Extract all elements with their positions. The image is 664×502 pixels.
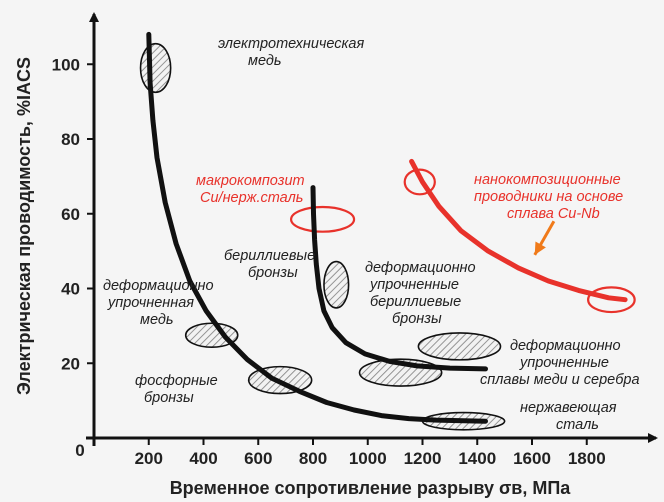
x-tick-label-0: 200 — [135, 449, 163, 468]
annotation-nanocomposite: нанокомпозиционные проводники на основе … — [474, 172, 627, 222]
region-ellipse-8 — [403, 168, 436, 196]
series-layer — [146, 31, 628, 424]
y-axis-title: Электрическая проводимость, %IACS — [14, 57, 34, 395]
origin-label: 0 — [75, 441, 84, 460]
y-tick-label-0: 20 — [61, 354, 80, 373]
region-ellipse-1 — [184, 322, 239, 348]
region-ellipse-7 — [289, 205, 356, 233]
x-tick-label-1: 400 — [189, 449, 217, 468]
arrow-head — [534, 241, 546, 255]
y-tick-label-1: 40 — [61, 280, 80, 299]
region-ellipse-3 — [323, 260, 350, 309]
ticks-layer: 200 400 600 800 1000 1200 1400 1600 180020406080… — [52, 55, 606, 468]
annotation-deformed-copper-silver: деформационно упрочненные сплавы меди и … — [480, 338, 640, 388]
annotation-deformed-copper: деформационно упрочненная медь — [103, 278, 218, 328]
annotation-deformed-beryllium-bronzes: деформационно упрочненные бериллиевые бр… — [365, 260, 480, 327]
region-ellipse-0 — [139, 42, 172, 94]
y-tick-label-2: 60 — [61, 205, 80, 224]
x-tick-label-7: 1600 — [513, 449, 551, 468]
series-curve-2 — [409, 158, 628, 303]
region-ellipse-9 — [587, 286, 636, 314]
x-tick-label-6: 1400 — [458, 449, 496, 468]
annotations: электротехническая медь макрокомпозит Cu… — [103, 36, 640, 433]
x-axis-title: Временное сопротивление разрыву σв, МПа — [170, 478, 572, 498]
x-tick-label-2: 600 — [244, 449, 272, 468]
annotation-beryllium-bronzes: бериллиевые бронзы — [224, 248, 319, 281]
region-ellipse-5 — [417, 332, 502, 361]
x-tick-label-4: 1000 — [349, 449, 387, 468]
y-tick-label-4: 100 — [52, 55, 80, 74]
y-tick-label-3: 80 — [61, 130, 80, 149]
x-tick-label-3: 800 — [299, 449, 327, 468]
annotation-electrotechnical-copper: электротехническая медь — [218, 36, 368, 69]
series-curve-0 — [146, 31, 488, 424]
annotation-stainless-steel: нержавеющая сталь — [520, 400, 621, 433]
annotation-macrocomposite: макрокомпозит Cu/нерж.сталь — [196, 173, 309, 206]
x-tick-label-5: 1200 — [404, 449, 442, 468]
x-tick-label-8: 1800 — [568, 449, 606, 468]
series-curve-1 — [310, 185, 488, 372]
annotation-phosphor-bronzes: фосфорные бронзы — [135, 373, 222, 406]
